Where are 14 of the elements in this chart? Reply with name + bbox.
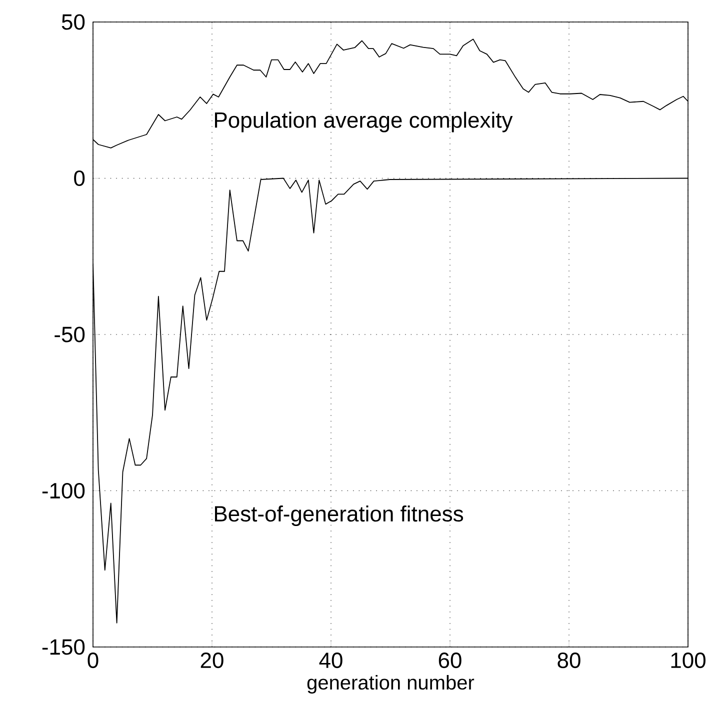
x-tick-label: 40 (319, 652, 342, 668)
x-tick-label: 0 (88, 652, 98, 668)
y-tick-label: -100 (42, 482, 85, 499)
y-tick-label: -150 (42, 639, 85, 655)
x-axis-title: generation number (307, 674, 474, 694)
x-tick-label: 60 (438, 652, 462, 668)
x-tick-label: 20 (200, 652, 224, 668)
x-tick-label: 100 (671, 652, 706, 668)
y-tick-label: 50 (62, 14, 85, 30)
y-tick-label: -50 (54, 326, 85, 342)
annotation: Population average complexity (215, 112, 513, 132)
annotation: Best-of-generation fitness (215, 505, 464, 526)
x-tick-label: 80 (558, 652, 580, 668)
y-tick-label: 0 (74, 170, 85, 186)
